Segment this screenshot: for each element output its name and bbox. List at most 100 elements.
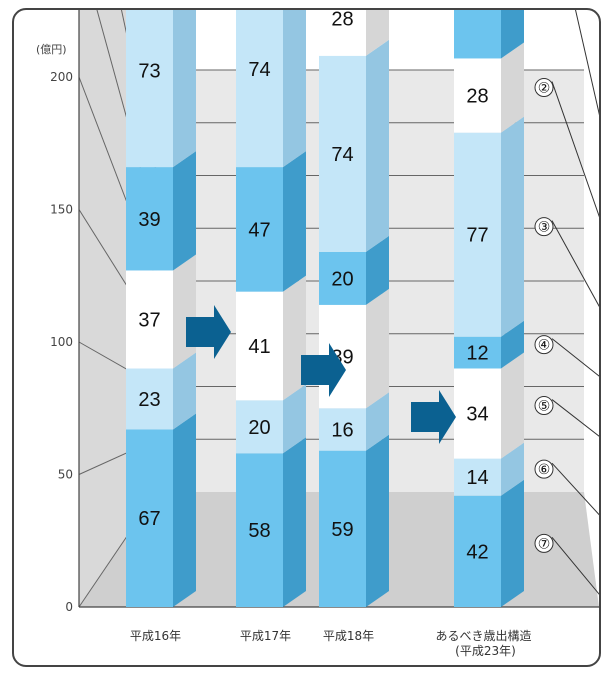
y-unit-label: (億円) bbox=[36, 43, 67, 56]
x-category-label: 平成17年 bbox=[240, 629, 291, 643]
bar-segment bbox=[126, 167, 173, 271]
leader-line bbox=[575, 10, 599, 116]
bar-segment-side bbox=[173, 10, 196, 168]
bar-segment-side bbox=[173, 151, 196, 271]
bar-segment bbox=[454, 458, 501, 496]
bar-segment-side bbox=[366, 434, 389, 607]
y-tick-label: 150 bbox=[50, 203, 73, 217]
x-category-label: あるべき歳出構造 bbox=[435, 629, 531, 643]
data-label: 20 bbox=[331, 268, 353, 290]
leader-line bbox=[551, 220, 599, 307]
bar-segment-side bbox=[501, 320, 524, 369]
y-tick-label: 200 bbox=[50, 70, 73, 84]
bar-segment bbox=[319, 450, 366, 607]
bar-segment-side bbox=[366, 235, 389, 305]
series-marker: ④ bbox=[538, 338, 551, 354]
x-category-sublabel: (平成23年) bbox=[455, 644, 516, 658]
bar-segment bbox=[126, 10, 173, 168]
x-category-label: 平成18年 bbox=[323, 629, 374, 643]
marker-circle bbox=[534, 459, 554, 479]
bar-4: 421434127728104 bbox=[454, 10, 524, 607]
data-label: 14 bbox=[466, 467, 488, 489]
bar-segment-side bbox=[501, 116, 524, 337]
data-label: 58 bbox=[248, 520, 270, 542]
data-label: 34 bbox=[466, 404, 488, 426]
bar-segment-side bbox=[501, 442, 524, 496]
data-label: 37 bbox=[138, 309, 160, 331]
bar-segment bbox=[236, 291, 283, 401]
bar-segment bbox=[319, 408, 366, 451]
leader-line bbox=[551, 338, 599, 377]
bar-segment bbox=[454, 495, 501, 607]
bar-segment-side bbox=[173, 413, 196, 607]
chart-frame: 050100150200250300350400(億円)672337397316… bbox=[12, 8, 601, 667]
arrow-icon bbox=[411, 390, 456, 444]
y-tick-label: 50 bbox=[58, 468, 73, 482]
data-label: 74 bbox=[331, 144, 353, 166]
bar-segment-side bbox=[173, 352, 196, 430]
marker-circle bbox=[534, 396, 554, 416]
bar-segment-side bbox=[366, 10, 389, 56]
bar-segment-side bbox=[283, 437, 306, 607]
arrow-icon bbox=[186, 305, 231, 359]
data-label: 42 bbox=[466, 541, 488, 563]
bar-segment bbox=[319, 10, 366, 56]
marker-circle bbox=[534, 217, 554, 237]
bar-segment-side bbox=[283, 384, 306, 454]
bar-segment bbox=[126, 368, 173, 430]
bar-segment bbox=[454, 368, 501, 459]
series-marker: ⑥ bbox=[538, 462, 551, 478]
bar-segment bbox=[454, 10, 501, 59]
data-label: 74 bbox=[248, 59, 270, 81]
bar-segment bbox=[454, 336, 501, 369]
bar-2: 582041477420108 bbox=[236, 10, 306, 607]
bar-segment bbox=[126, 429, 173, 607]
bar-segment bbox=[126, 270, 173, 369]
bar-segment-side bbox=[173, 254, 196, 369]
bar-segment-side bbox=[366, 392, 389, 451]
arrow-icon bbox=[301, 343, 346, 397]
x-category-label: 平成16年 bbox=[130, 629, 181, 643]
data-label: 20 bbox=[248, 417, 270, 439]
bar-segment-side bbox=[501, 479, 524, 607]
marker-circle bbox=[534, 533, 554, 553]
marker-circle bbox=[534, 335, 554, 355]
data-label: 67 bbox=[138, 508, 160, 530]
data-label: 12 bbox=[466, 343, 488, 365]
bar-segment-side bbox=[283, 275, 306, 401]
leader-line bbox=[551, 537, 599, 595]
bar-segment-side bbox=[501, 42, 524, 133]
bar-segment bbox=[454, 58, 501, 133]
series-marker: ⑤ bbox=[538, 399, 551, 415]
leader-line bbox=[551, 399, 599, 437]
series-marker: ⑦ bbox=[538, 536, 551, 552]
series-marker: ② bbox=[538, 81, 551, 97]
leader-line bbox=[551, 462, 599, 516]
series-marker: ③ bbox=[538, 220, 551, 236]
data-label: 16 bbox=[331, 419, 353, 441]
bar-segment-side bbox=[283, 151, 306, 292]
y-tick-label: 0 bbox=[65, 600, 73, 614]
bar-segment bbox=[236, 10, 283, 168]
bar-segment bbox=[319, 55, 366, 252]
bar-1: 672337397316104 bbox=[126, 10, 196, 607]
data-label: 73 bbox=[138, 60, 160, 82]
data-label: 47 bbox=[248, 219, 270, 241]
bar-segment bbox=[236, 453, 283, 607]
marker-circle bbox=[534, 78, 554, 98]
bar-segment bbox=[319, 251, 366, 305]
stacked-bar-chart: 050100150200250300350400(億円)672337397316… bbox=[36, 10, 599, 658]
data-label: 77 bbox=[466, 225, 488, 247]
bar-segment-side bbox=[366, 288, 389, 409]
leader-line bbox=[551, 81, 599, 218]
y-tick-label: 100 bbox=[50, 335, 73, 349]
data-label: 28 bbox=[466, 86, 488, 108]
data-label: 28 bbox=[331, 10, 353, 31]
data-label: 39 bbox=[138, 209, 160, 231]
bar-segment bbox=[236, 167, 283, 292]
bar-segment bbox=[236, 400, 283, 454]
data-label: 41 bbox=[248, 336, 270, 358]
bar-segment-side bbox=[501, 10, 524, 59]
data-label: 23 bbox=[138, 389, 160, 411]
bar-segment-side bbox=[283, 10, 306, 168]
